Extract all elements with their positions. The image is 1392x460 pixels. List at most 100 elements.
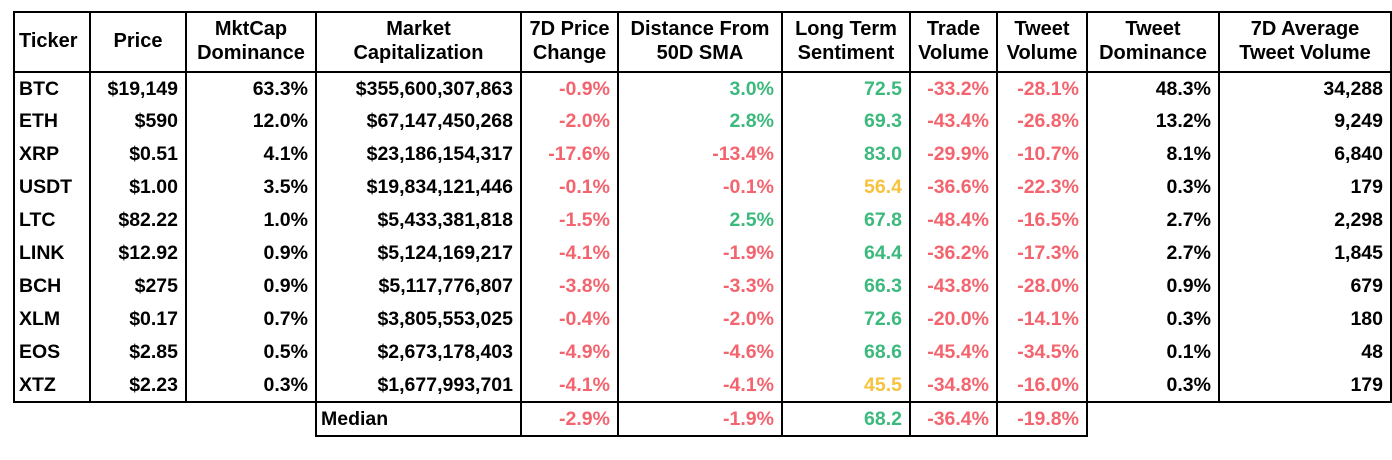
cell-price: $19,149 — [89, 72, 187, 105]
cell-market-capitalization: $19,834,121,446 — [315, 171, 522, 204]
cell-price-change-7d: -4.9% — [520, 336, 619, 369]
column-header-tweet-volume: Tweet Volume — [996, 11, 1088, 73]
cell-avg-tweet-volume-7d: 679 — [1218, 270, 1392, 303]
cell-tweet-dominance: 13.2% — [1086, 105, 1220, 138]
cell-tweet-volume: -34.5% — [996, 336, 1088, 369]
cell-distance-50d-sma: 2.5% — [617, 204, 783, 237]
cell-long-term-sentiment: 83.0 — [781, 138, 911, 171]
cell-trade-volume: -29.9% — [909, 138, 998, 171]
cell-ticker: XLM — [13, 303, 91, 336]
table-row-eos: EOS $2.85 0.5% $2,673,178,403 -4.9% -4.6% 68.6… — [13, 336, 1392, 369]
table-row-link: LINK $12.92 0.9% $5,124,169,217 -4.1% -1.9% 64… — [13, 237, 1392, 270]
cell-long-term-sentiment: 66.3 — [781, 270, 911, 303]
cell-trade-volume: -43.4% — [909, 105, 998, 138]
cell-price: $12.92 — [89, 237, 187, 270]
cell-trade-volume: -45.4% — [909, 336, 998, 369]
cell-price-change-7d: -0.4% — [520, 303, 619, 336]
cell-tweet-dominance: 0.9% — [1086, 270, 1220, 303]
cell-tweet-volume: -17.3% — [996, 237, 1088, 270]
cell-avg-tweet-volume-7d: 34,288 — [1218, 72, 1392, 105]
column-header-tweet-dominance: Tweet Dominance — [1086, 11, 1220, 73]
column-header-avg-tweet-volume-7d: 7D Average Tweet Volume — [1218, 11, 1392, 73]
cell-tweet-volume: -16.0% — [996, 369, 1088, 403]
cell-tweet-dominance: 0.3% — [1086, 369, 1220, 403]
cell-market-capitalization: $5,433,381,818 — [315, 204, 522, 237]
cell-avg-tweet-volume-7d: 1,845 — [1218, 237, 1392, 270]
cell-tweet-dominance: 2.7% — [1086, 204, 1220, 237]
cell-trade-volume: -48.4% — [909, 204, 998, 237]
column-header-distance-50d-sma: Distance From 50D SMA — [617, 11, 783, 73]
cell-mktcap-dominance: 0.9% — [185, 270, 317, 303]
cell-price-change-7d: -1.5% — [520, 204, 619, 237]
cell-tweet-dominance: 0.3% — [1086, 303, 1220, 336]
cell-distance-50d-sma: 2.8% — [617, 105, 783, 138]
cell-ticker: LTC — [13, 204, 91, 237]
cell-long-term-sentiment: 45.5 — [781, 369, 911, 403]
cell-tweet-dominance: 48.3% — [1086, 72, 1220, 105]
cell-tweet-volume: -22.3% — [996, 171, 1088, 204]
table-row-xtz: XTZ $2.23 0.3% $1,677,993,701 -4.1% -4.1% 45.5… — [13, 369, 1392, 403]
cell-price-change-7d: -4.1% — [520, 237, 619, 270]
cell-mktcap-dominance: 63.3% — [185, 72, 317, 105]
cell-tweet-dominance: 0.3% — [1086, 171, 1220, 204]
cell-mktcap-dominance: 0.3% — [185, 369, 317, 403]
table-row-usdt: USDT $1.00 3.5% $19,834,121,446 -0.1% -0.1% 56… — [13, 171, 1392, 204]
cell-tweet-dominance: 0.1% — [1086, 336, 1220, 369]
column-header-price: Price — [89, 11, 187, 73]
cell-market-capitalization: $3,805,553,025 — [315, 303, 522, 336]
cell-long-term-sentiment: 69.3 — [781, 105, 911, 138]
median-cell-trade-volume: -36.4% — [909, 401, 998, 437]
median-empty-right — [1087, 402, 1391, 436]
cell-long-term-sentiment: 72.6 — [781, 303, 911, 336]
column-header-market-capitalization: Market Capitalization — [315, 11, 522, 73]
cell-price: $0.51 — [89, 138, 187, 171]
cell-tweet-volume: -28.0% — [996, 270, 1088, 303]
cell-trade-volume: -36.6% — [909, 171, 998, 204]
table-row-eth: ETH $590 12.0% $67,147,450,268 -2.0% 2.8% 69.3… — [13, 105, 1392, 138]
cell-long-term-sentiment: 64.4 — [781, 237, 911, 270]
cell-price: $2.85 — [89, 336, 187, 369]
column-header-ticker: Ticker — [13, 11, 91, 73]
cell-tweet-volume: -14.1% — [996, 303, 1088, 336]
cell-trade-volume: -43.8% — [909, 270, 998, 303]
cell-market-capitalization: $2,673,178,403 — [315, 336, 522, 369]
median-cell-distance-50d-sma: -1.9% — [617, 401, 783, 437]
cell-long-term-sentiment: 72.5 — [781, 72, 911, 105]
column-header-trade-volume: Trade Volume — [909, 11, 998, 73]
cell-distance-50d-sma: -1.9% — [617, 237, 783, 270]
cell-ticker: XTZ — [13, 369, 91, 403]
cell-trade-volume: -20.0% — [909, 303, 998, 336]
cell-ticker: EOS — [13, 336, 91, 369]
header-row: Ticker Price MktCap Dominance Market Capita… — [13, 11, 1392, 73]
cell-distance-50d-sma: 3.0% — [617, 72, 783, 105]
cell-market-capitalization: $23,186,154,317 — [315, 138, 522, 171]
median-cell-long-term-sentiment: 68.2 — [781, 401, 911, 437]
cell-price: $1.00 — [89, 171, 187, 204]
cell-ticker: ETH — [13, 105, 91, 138]
median-empty-left — [14, 402, 316, 436]
cell-price: $82.22 — [89, 204, 187, 237]
cell-ticker: LINK — [13, 237, 91, 270]
cell-mktcap-dominance: 4.1% — [185, 138, 317, 171]
cell-price-change-7d: -0.1% — [520, 171, 619, 204]
cell-mktcap-dominance: 12.0% — [185, 105, 317, 138]
cell-avg-tweet-volume-7d: 9,249 — [1218, 105, 1392, 138]
cell-trade-volume: -36.2% — [909, 237, 998, 270]
cell-distance-50d-sma: -2.0% — [617, 303, 783, 336]
median-cell-tweet-volume: -19.8% — [996, 401, 1088, 437]
cell-ticker: BCH — [13, 270, 91, 303]
table-row-bch: BCH $275 0.9% $5,117,776,807 -3.8% -3.3% 66.3-… — [13, 270, 1392, 303]
cell-mktcap-dominance: 1.0% — [185, 204, 317, 237]
cell-price-change-7d: -17.6% — [520, 138, 619, 171]
cell-price-change-7d: -2.0% — [520, 105, 619, 138]
cell-distance-50d-sma: -4.1% — [617, 369, 783, 403]
cell-price: $590 — [89, 105, 187, 138]
cell-mktcap-dominance: 0.7% — [185, 303, 317, 336]
cell-market-capitalization: $5,117,776,807 — [315, 270, 522, 303]
table-footer: Median -2.9% -1.9% 68.2 -36.4% -19.8% — [14, 401, 1391, 437]
cell-long-term-sentiment: 67.8 — [781, 204, 911, 237]
cell-avg-tweet-volume-7d: 2,298 — [1218, 204, 1392, 237]
table-row-xrp: XRP $0.51 4.1% $23,186,154,317 -17.6% -13.4% 8… — [13, 138, 1392, 171]
cell-distance-50d-sma: -0.1% — [617, 171, 783, 204]
cell-market-capitalization: $5,124,169,217 — [315, 237, 522, 270]
